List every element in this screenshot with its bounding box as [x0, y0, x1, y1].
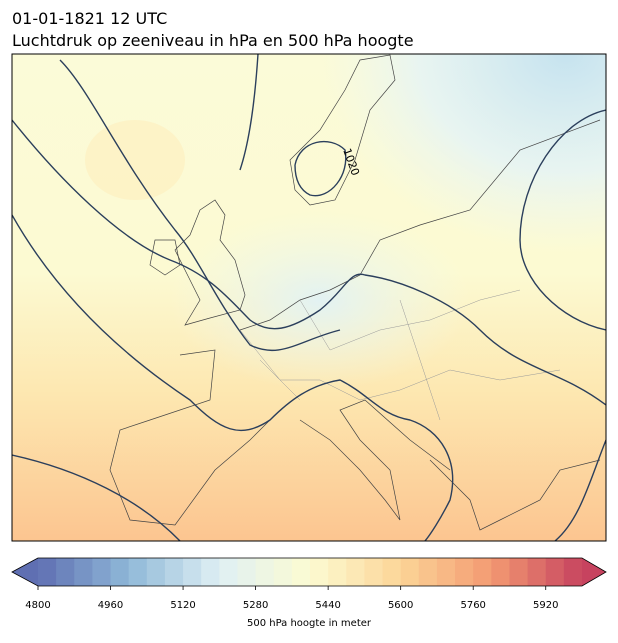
colorbar-segment — [128, 558, 148, 586]
colorbar-segment — [418, 558, 438, 586]
colorbar-segment — [400, 558, 420, 586]
colorbar-segment — [364, 558, 384, 586]
colorbar-segment — [328, 558, 347, 586]
colorbar-segment — [219, 558, 238, 586]
colorbar-tick-label: 5600 — [388, 600, 413, 611]
colorbar-segment — [527, 558, 547, 586]
colorbar-segment — [273, 558, 293, 586]
colorbar-tick-label: 4960 — [98, 600, 123, 611]
colorbar-segment — [346, 558, 365, 586]
colorbar-segment — [491, 558, 510, 586]
colorbar-segment — [38, 558, 57, 586]
colorbar-segment — [382, 558, 402, 586]
colorbar-segment — [436, 558, 456, 586]
subtitle: Luchtdruk op zeeniveau in hPa en 500 hPa… — [12, 31, 414, 50]
map-frame — [11, 53, 607, 542]
colorbar-segment — [455, 558, 474, 586]
colorbar: 4800 4960 5120 5280 5440 5600 5760 5920 — [11, 557, 607, 611]
colorbar-segment — [92, 558, 112, 586]
colorbar-tick-label: 5760 — [460, 600, 485, 611]
colorbar-segment — [563, 558, 583, 586]
title: 01-01-1821 12 UTC — [12, 9, 167, 28]
colorbar-segment — [110, 558, 130, 586]
colorbar-segment — [310, 558, 329, 586]
colorbar-outline — [11, 557, 607, 587]
colorbar-segment — [201, 558, 220, 586]
colorbar-extend-max — [582, 558, 606, 586]
colorbar-segment — [291, 558, 311, 586]
colorbar-label: 500 hPa hoogte in meter — [247, 618, 372, 629]
colorbar-segment — [473, 558, 492, 586]
colorbar-segment — [509, 558, 529, 586]
colorbar-tick-label: 5920 — [533, 600, 558, 611]
colorbar-tick-label: 5280 — [243, 600, 268, 611]
colorbar-segment — [164, 558, 184, 586]
colorbar-segment — [56, 558, 75, 586]
colorbar-segment — [237, 558, 257, 586]
colorbar-tick-label: 5440 — [315, 600, 340, 611]
colorbar-segment — [146, 558, 166, 586]
map: 1020 — [12, 54, 606, 541]
colorbar-tick-label: 4800 — [25, 600, 50, 611]
colorbar-segment — [74, 558, 93, 586]
colorbar-segment — [183, 558, 202, 586]
colorbar-segment — [545, 558, 565, 586]
colorbar-tick-label: 5120 — [170, 600, 195, 611]
colorbar-extend-min — [12, 558, 38, 586]
colorbar-segment — [255, 558, 275, 586]
